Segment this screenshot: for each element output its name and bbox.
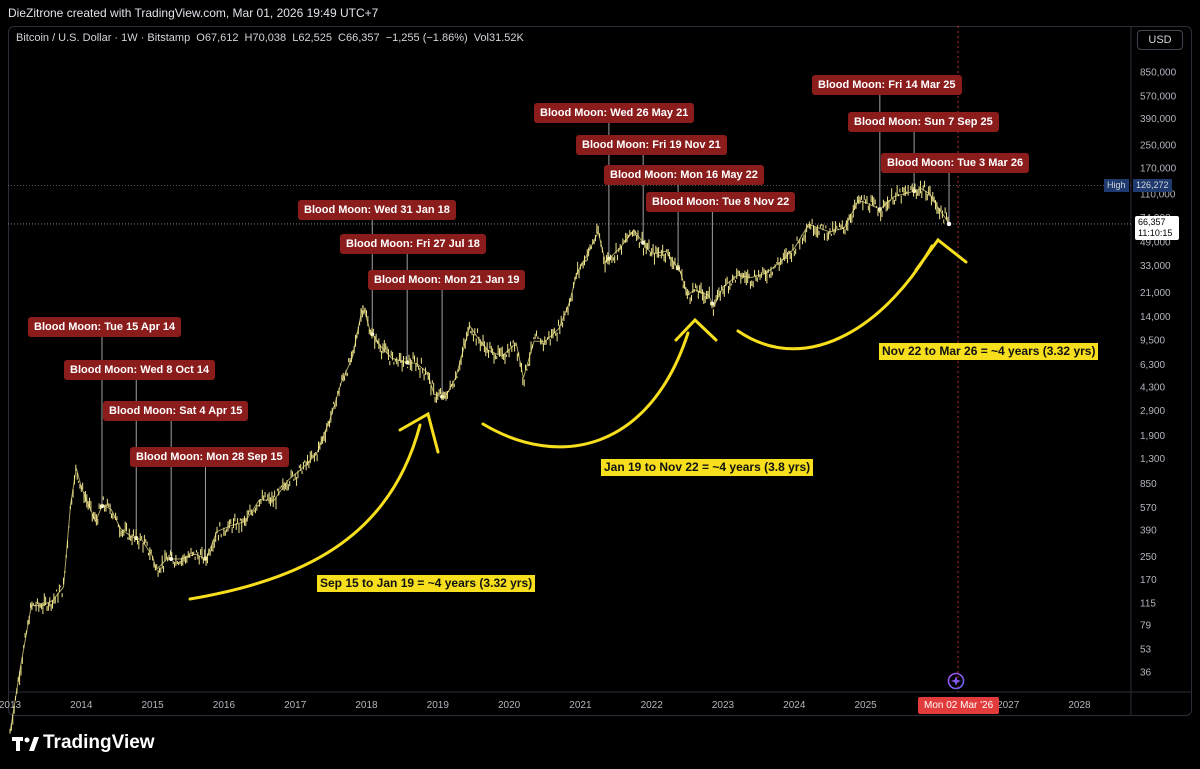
- blood-moon-markers: [99, 95, 952, 561]
- cycle-note-3: Nov 22 to Mar 26 = ~4 years (3.32 yrs): [879, 343, 1099, 360]
- created-by-text: DieZitrone created with TradingView.com,…: [8, 6, 379, 20]
- price-change: −1,255 (−1.86%): [385, 32, 468, 44]
- x-tick-label: 2025: [854, 700, 877, 711]
- y-tick-label: 250: [1140, 552, 1157, 563]
- y-tick-label: 21,000: [1140, 288, 1171, 299]
- y-tick-label: 115: [1140, 598, 1156, 609]
- y-tick-label: 850,000: [1140, 68, 1177, 79]
- y-tick-label: 570,000: [1140, 91, 1177, 102]
- x-tick-label: 2021: [569, 700, 592, 711]
- blood-moon-tag-nov-22: Blood Moon: Tue 8 Nov 22: [646, 192, 796, 212]
- x-tick-label: 2024: [783, 700, 806, 711]
- blood-moon-tag-jul-18: Blood Moon: Fri 27 Jul 18: [340, 234, 486, 254]
- x-tick-label: 2023: [712, 700, 735, 711]
- price-series: [9, 180, 952, 734]
- x-tick-label: 2017: [284, 700, 307, 711]
- x-tick-label: 2019: [427, 700, 450, 711]
- x-tick-label: 2020: [498, 700, 521, 711]
- symbol-name: Bitcoin / U.S. Dollar · 1W · Bitstamp: [16, 32, 191, 44]
- x-tick-label: 2016: [213, 700, 236, 711]
- cycle-arrow-2-head: [674, 317, 718, 342]
- y-tick-label: 850: [1140, 479, 1157, 490]
- x-tick-label: 2015: [141, 700, 164, 711]
- cycle-arrows: [188, 237, 968, 601]
- y-tick-label: 49,000: [1140, 238, 1171, 249]
- blood-moon-tag-jan-19: Blood Moon: Mon 21 Jan 19: [368, 270, 526, 290]
- y-tick-label: 110,000: [1140, 189, 1176, 200]
- y-tick-label: 33,000: [1140, 261, 1171, 272]
- volume: Vol31.52K: [473, 32, 524, 44]
- cycle-arrow-1-head: [398, 411, 440, 454]
- y-tick-label: 6,300: [1140, 360, 1165, 371]
- currency-button[interactable]: USD: [1137, 30, 1183, 50]
- y-tick-label: 2,900: [1140, 406, 1165, 417]
- ohlc-high: H70,038: [244, 32, 287, 44]
- ohlc-open: O67,612: [196, 32, 239, 44]
- x-tick-label: 2013: [0, 700, 22, 711]
- blood-moon-tag-sep-25: Blood Moon: Sun 7 Sep 25: [848, 112, 999, 132]
- y-tick-label: 14,000: [1140, 312, 1171, 323]
- x-tick-label: 2022: [641, 700, 664, 711]
- price-trace: [9, 188, 950, 733]
- y-tick-label: 9,500: [1140, 335, 1165, 346]
- y-tick-label: 170: [1140, 575, 1157, 586]
- live-sparkle-icon[interactable]: [947, 672, 965, 690]
- y-tick-label: 170,000: [1140, 163, 1177, 174]
- bar-countdown: 11:10:15: [1138, 228, 1173, 238]
- time-axis: 2013 2014 2015 2016 2017 2018 2019 2020 2021 2022…: [0, 700, 1091, 711]
- cycle-arrow-2: [481, 331, 690, 449]
- high-value: 126,272: [1133, 179, 1172, 192]
- y-tick-label: 390,000: [1140, 114, 1177, 125]
- tradingview-brand: TradingView: [43, 732, 155, 753]
- y-tick-label: 390: [1140, 526, 1157, 537]
- y-tick-label: 4,300: [1140, 383, 1165, 394]
- y-tick-label: 79: [1140, 621, 1152, 632]
- price-axis: 850,000 570,000 390,000 250,000 170,000 110,0…: [1140, 68, 1177, 679]
- symbol-legend: Bitcoin / U.S. Dollar · 1W · Bitstamp O6…: [16, 32, 527, 44]
- blood-moon-tag-may-22: Blood Moon: Mon 16 May 22: [604, 165, 764, 185]
- cycle-note-1: Sep 15 to Jan 19 = ~4 years (3.32 yrs): [317, 575, 536, 592]
- blood-moon-tag-apr-15: Blood Moon: Sat 4 Apr 15: [103, 401, 249, 421]
- last-price: 66,357: [1138, 217, 1166, 227]
- blood-moon-tag-nov-21: Blood Moon: Fri 19 Nov 21: [576, 135, 727, 155]
- y-tick-label: 1,900: [1140, 431, 1165, 442]
- cycle-arrow-3-head: [914, 237, 968, 272]
- ohlc-low: L62,525: [292, 32, 332, 44]
- grid: [8, 26, 1192, 716]
- blood-moon-tag-mar-26: Blood Moon: Tue 3 Mar 26: [881, 153, 1030, 173]
- y-tick-label: 1,300: [1140, 454, 1165, 465]
- x-tick-label: 2014: [70, 700, 93, 711]
- cycle-arrow-3: [736, 244, 934, 351]
- footer: [0, 716, 1200, 769]
- cycle-note-2: Jan 19 to Nov 22 = ~4 years (3.8 yrs): [601, 459, 814, 476]
- cursor-date-tag: Mon 02 Mar '26: [918, 697, 1000, 714]
- cycle-arrow-1: [188, 423, 422, 601]
- y-tick-label: 570: [1140, 503, 1157, 514]
- high-label: High: [1104, 179, 1129, 192]
- x-tick-label: 2028: [1068, 700, 1091, 711]
- last-price-dot: [946, 221, 952, 227]
- top-bar: DieZitrone created with TradingView.com,…: [0, 0, 1200, 26]
- y-tick-label: 250,000: [1140, 140, 1177, 151]
- blood-moon-tag-may-21: Blood Moon: Wed 26 May 21: [534, 103, 695, 123]
- x-tick-label: 2018: [355, 700, 378, 711]
- y-tick-label: 53: [1140, 644, 1152, 655]
- blood-moon-tag-jan-18: Blood Moon: Wed 31 Jan 18: [298, 200, 456, 220]
- y-tick-label: 36: [1140, 668, 1152, 679]
- x-tick-label: 2027: [997, 700, 1020, 711]
- tradingview-logo-icon: [12, 737, 39, 751]
- blood-moon-tag-apr-14: Blood Moon: Tue 15 Apr 14: [28, 317, 182, 337]
- ohlc-close: C66,357: [338, 32, 380, 44]
- blood-moon-tag-mar-25: Blood Moon: Fri 14 Mar 25: [812, 75, 962, 95]
- blood-moon-tag-sep-15: Blood Moon: Mon 28 Sep 15: [130, 447, 289, 467]
- last-price-tag: 66,357 11:10:15: [1135, 216, 1179, 240]
- blood-moon-tag-oct-14: Blood Moon: Wed 8 Oct 14: [64, 360, 216, 380]
